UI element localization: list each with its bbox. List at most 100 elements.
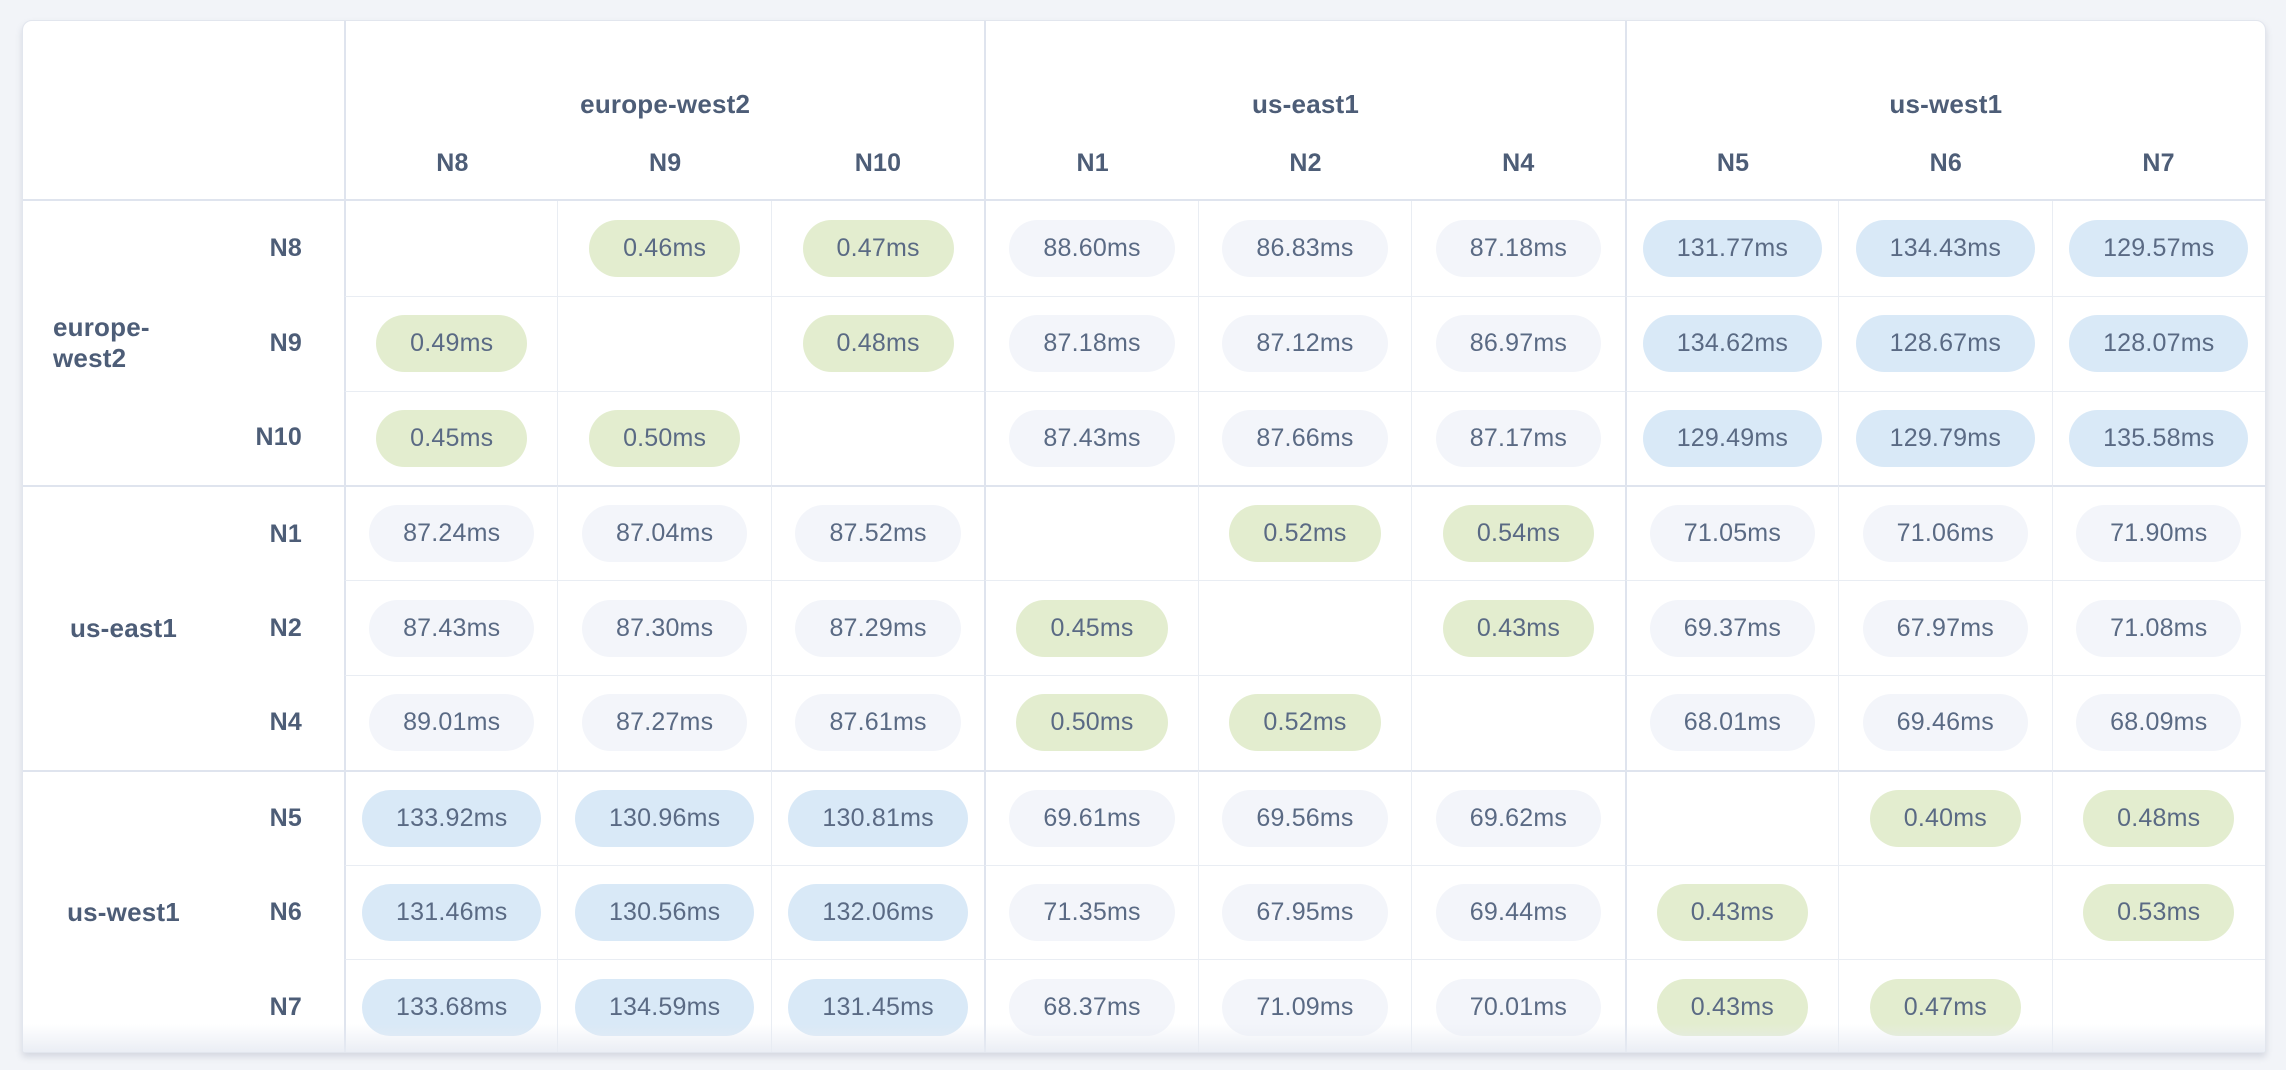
latency-pill: 68.09ms xyxy=(2076,694,2242,752)
row-region-label: us-west1 xyxy=(67,897,180,928)
matrix-cell-N5-N4: 69.62ms xyxy=(1411,769,1625,865)
matrix-cell-N7-N8: 133.68ms xyxy=(344,959,558,1052)
matrix-cell-N4-N1: 0.50ms xyxy=(984,674,1198,770)
matrix-cell-N7-N10: 131.45ms xyxy=(770,959,985,1052)
matrix-cell-N10-N8: 0.45ms xyxy=(344,390,558,486)
latency-pill: 71.09ms xyxy=(1222,978,1388,1036)
matrix-cell-N4-N6: 69.46ms xyxy=(1838,674,2052,770)
column-node-label-N8: N8 xyxy=(436,149,469,177)
latency-pill: 69.44ms xyxy=(1435,883,1602,941)
latency-pill: 0.54ms xyxy=(1442,505,1595,563)
latency-pill: 0.48ms xyxy=(802,315,954,373)
row-node-label-N9: N9 xyxy=(269,328,302,357)
matrix-cell-N5-N2: 69.56ms xyxy=(1197,769,1412,865)
row-node-labels: N1 N2 N4 xyxy=(194,487,344,769)
column-node-labels: N1 N2 N4 xyxy=(986,149,1624,178)
column-node-label-N10: N10 xyxy=(854,149,902,177)
matrix-cell-N1-N8: 87.24ms xyxy=(344,485,558,581)
latency-matrix-grid: europe-west2 N8 N9 N10 us-east1 N1 N2 N4 us-west… xyxy=(23,21,2265,1052)
matrix-cell-N1-N7: 71.90ms xyxy=(2051,485,2265,581)
row-group-header-us-east1: us-east1 N1 N2 N4 xyxy=(23,485,344,769)
matrix-cell-N1-N6: 71.06ms xyxy=(1838,485,2052,581)
latency-pill: 135.58ms xyxy=(2069,409,2249,467)
latency-pill: 87.66ms xyxy=(1222,409,1388,467)
matrix-cell-N4-N8: 89.01ms xyxy=(344,674,558,770)
matrix-cell-N1-N9: 87.04ms xyxy=(557,485,771,581)
matrix-cell-N6-N1: 71.35ms xyxy=(984,864,1198,960)
matrix-cell-N6-N5: 0.43ms xyxy=(1624,864,1839,960)
latency-pill: 87.61ms xyxy=(795,694,961,752)
matrix-cell-N6-N7: 0.53ms xyxy=(2051,864,2265,960)
latency-pill: 71.06ms xyxy=(1862,505,2028,563)
latency-pill: 131.77ms xyxy=(1642,219,1823,277)
matrix-cell-N10-N10 xyxy=(770,390,985,486)
latency-pill: 0.48ms xyxy=(2083,789,2235,847)
matrix-cell-N9-N9 xyxy=(557,295,771,391)
matrix-cell-N6-N6 xyxy=(1838,864,2052,960)
matrix-cell-N2-N8: 87.43ms xyxy=(344,580,558,675)
matrix-cell-N2-N10: 87.29ms xyxy=(770,580,985,675)
latency-pill: 87.18ms xyxy=(1009,315,1175,373)
row-node-label-N4: N4 xyxy=(269,708,302,737)
matrix-cell-N5-N10: 130.81ms xyxy=(770,769,985,865)
latency-pill: 130.81ms xyxy=(788,789,968,847)
matrix-cell-N10-N7: 135.58ms xyxy=(2051,390,2265,486)
column-node-labels: N8 N9 N10 xyxy=(346,149,984,178)
matrix-cell-N9-N4: 86.97ms xyxy=(1411,295,1625,391)
latency-pill: 0.47ms xyxy=(802,219,954,277)
matrix-cell-N7-N5: 0.43ms xyxy=(1624,959,1839,1052)
latency-pill: 71.35ms xyxy=(1009,883,1175,941)
latency-pill: 0.45ms xyxy=(1016,599,1168,657)
latency-pill: 87.52ms xyxy=(795,505,961,563)
latency-pill: 0.53ms xyxy=(2083,883,2235,941)
matrix-cell-N10-N2: 87.66ms xyxy=(1197,390,1412,486)
row-node-label-N7: N7 xyxy=(269,992,302,1021)
matrix-cell-N8-N10: 0.47ms xyxy=(770,201,984,296)
matrix-cell-N6-N4: 69.44ms xyxy=(1411,864,1625,960)
latency-pill: 129.79ms xyxy=(1855,409,2036,467)
column-node-label-N6: N6 xyxy=(1929,149,1962,177)
latency-pill: 69.37ms xyxy=(1649,599,1816,657)
latency-pill: 134.59ms xyxy=(574,978,755,1036)
column-node-labels: N5 N6 N7 xyxy=(1627,149,2265,178)
latency-matrix-card: europe-west2 N8 N9 N10 us-east1 N1 N2 N4 us-west… xyxy=(22,20,2266,1053)
column-group-header-us-east1: us-east1 N1 N2 N4 xyxy=(984,21,1625,201)
row-node-labels: N8 N9 N10 xyxy=(194,201,344,485)
matrix-cell-N9-N5: 134.62ms xyxy=(1624,295,1839,391)
matrix-cell-N10-N5: 129.49ms xyxy=(1624,390,1839,486)
latency-pill: 132.06ms xyxy=(788,883,968,941)
latency-pill: 133.68ms xyxy=(362,978,542,1036)
matrix-cell-N5-N1: 69.61ms xyxy=(984,769,1198,865)
latency-pill: 134.62ms xyxy=(1642,315,1823,373)
matrix-cell-N6-N10: 132.06ms xyxy=(770,864,985,960)
matrix-cell-N7-N1: 68.37ms xyxy=(984,959,1198,1052)
matrix-cell-N1-N10: 87.52ms xyxy=(770,485,985,581)
latency-pill: 129.49ms xyxy=(1642,409,1823,467)
latency-pill: 69.56ms xyxy=(1222,789,1388,847)
matrix-cell-N6-N8: 131.46ms xyxy=(344,864,558,960)
matrix-cell-N4-N4 xyxy=(1411,674,1625,770)
matrix-cell-N7-N2: 71.09ms xyxy=(1197,959,1412,1052)
matrix-cell-N9-N7: 128.07ms xyxy=(2051,295,2265,391)
latency-pill: 86.97ms xyxy=(1435,315,1602,373)
column-region-label: europe-west2 xyxy=(580,89,751,119)
latency-pill: 68.37ms xyxy=(1009,978,1175,1036)
matrix-cell-N7-N7 xyxy=(2051,959,2265,1052)
matrix-cell-N7-N6: 0.47ms xyxy=(1838,959,2052,1052)
matrix-cell-N10-N6: 129.79ms xyxy=(1838,390,2052,486)
latency-pill: 87.18ms xyxy=(1435,219,1602,277)
matrix-cell-N8-N1: 88.60ms xyxy=(984,201,1197,296)
latency-pill: 134.43ms xyxy=(1855,219,2036,277)
latency-pill: 0.45ms xyxy=(376,409,528,467)
row-node-label-N10: N10 xyxy=(255,423,302,452)
latency-pill: 87.30ms xyxy=(582,599,748,657)
latency-pill: 87.24ms xyxy=(369,505,535,563)
matrix-cell-N4-N5: 68.01ms xyxy=(1624,674,1839,770)
row-node-label-N1: N1 xyxy=(269,519,302,548)
latency-pill: 86.83ms xyxy=(1222,219,1388,277)
matrix-cell-N9-N8: 0.49ms xyxy=(344,295,558,391)
matrix-cell-N1-N4: 0.54ms xyxy=(1411,485,1625,581)
latency-pill: 0.40ms xyxy=(1869,789,2021,847)
column-node-label-N9: N9 xyxy=(648,149,682,177)
latency-pill: 87.29ms xyxy=(795,599,961,657)
